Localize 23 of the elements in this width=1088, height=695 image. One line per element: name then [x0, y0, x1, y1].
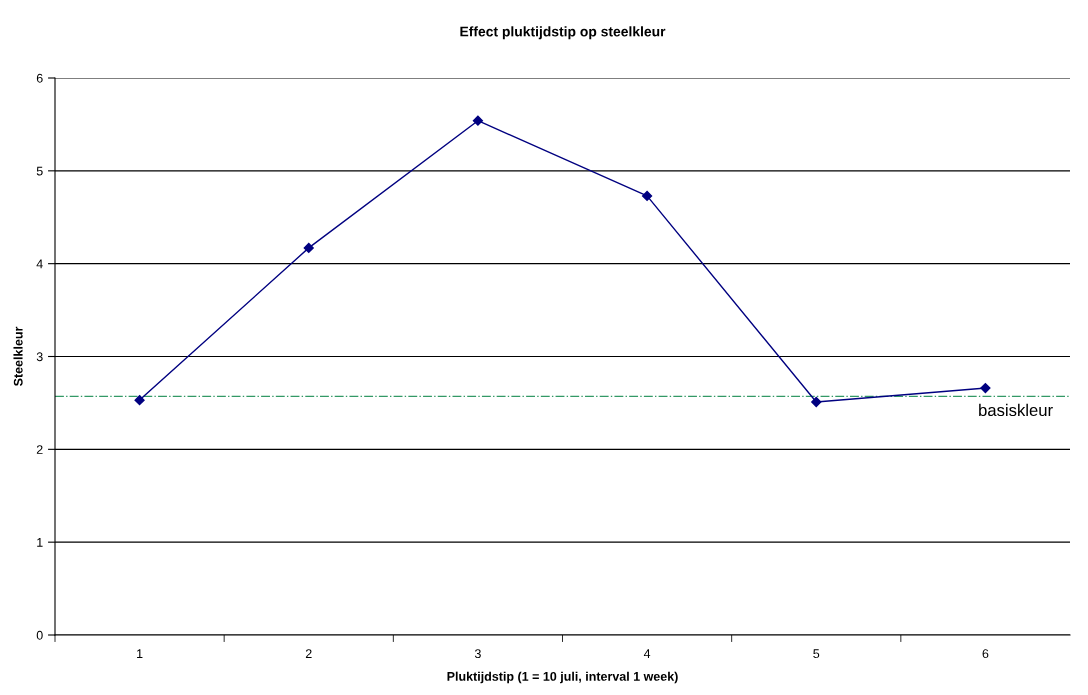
- ref-line-label: basiskleur: [979, 403, 1053, 417]
- x-tick-label: 6: [982, 649, 989, 659]
- y-tick-label: 4: [36, 259, 43, 269]
- x-tick-label: 2: [305, 649, 312, 658]
- chart-title: Effect pluktijdstip op steelkleur: [460, 26, 666, 40]
- point: [472, 115, 484, 126]
- y-tick-label: 5: [36, 166, 43, 176]
- y-tick-label: 0: [36, 630, 43, 640]
- x-tick-label: 1: [137, 649, 143, 658]
- y-tick-label: 6: [36, 73, 43, 83]
- x-tick-label: 4: [643, 649, 651, 658]
- y-tick-label: 2: [36, 445, 43, 454]
- y-tick-label: 1: [37, 538, 43, 547]
- x-tick-label: 3: [474, 649, 481, 659]
- point: [641, 190, 653, 202]
- x-tick-label: 5: [813, 649, 820, 659]
- y-axis-title: Steelkleur: [13, 326, 23, 387]
- point: [811, 396, 822, 408]
- x-axis-title: Pluktijdstip (1 = 10 juli, interval 1 week): [447, 671, 678, 684]
- y-tick-label: 3: [36, 352, 43, 362]
- point: [303, 242, 314, 253]
- point: [980, 382, 991, 394]
- point: [134, 395, 145, 406]
